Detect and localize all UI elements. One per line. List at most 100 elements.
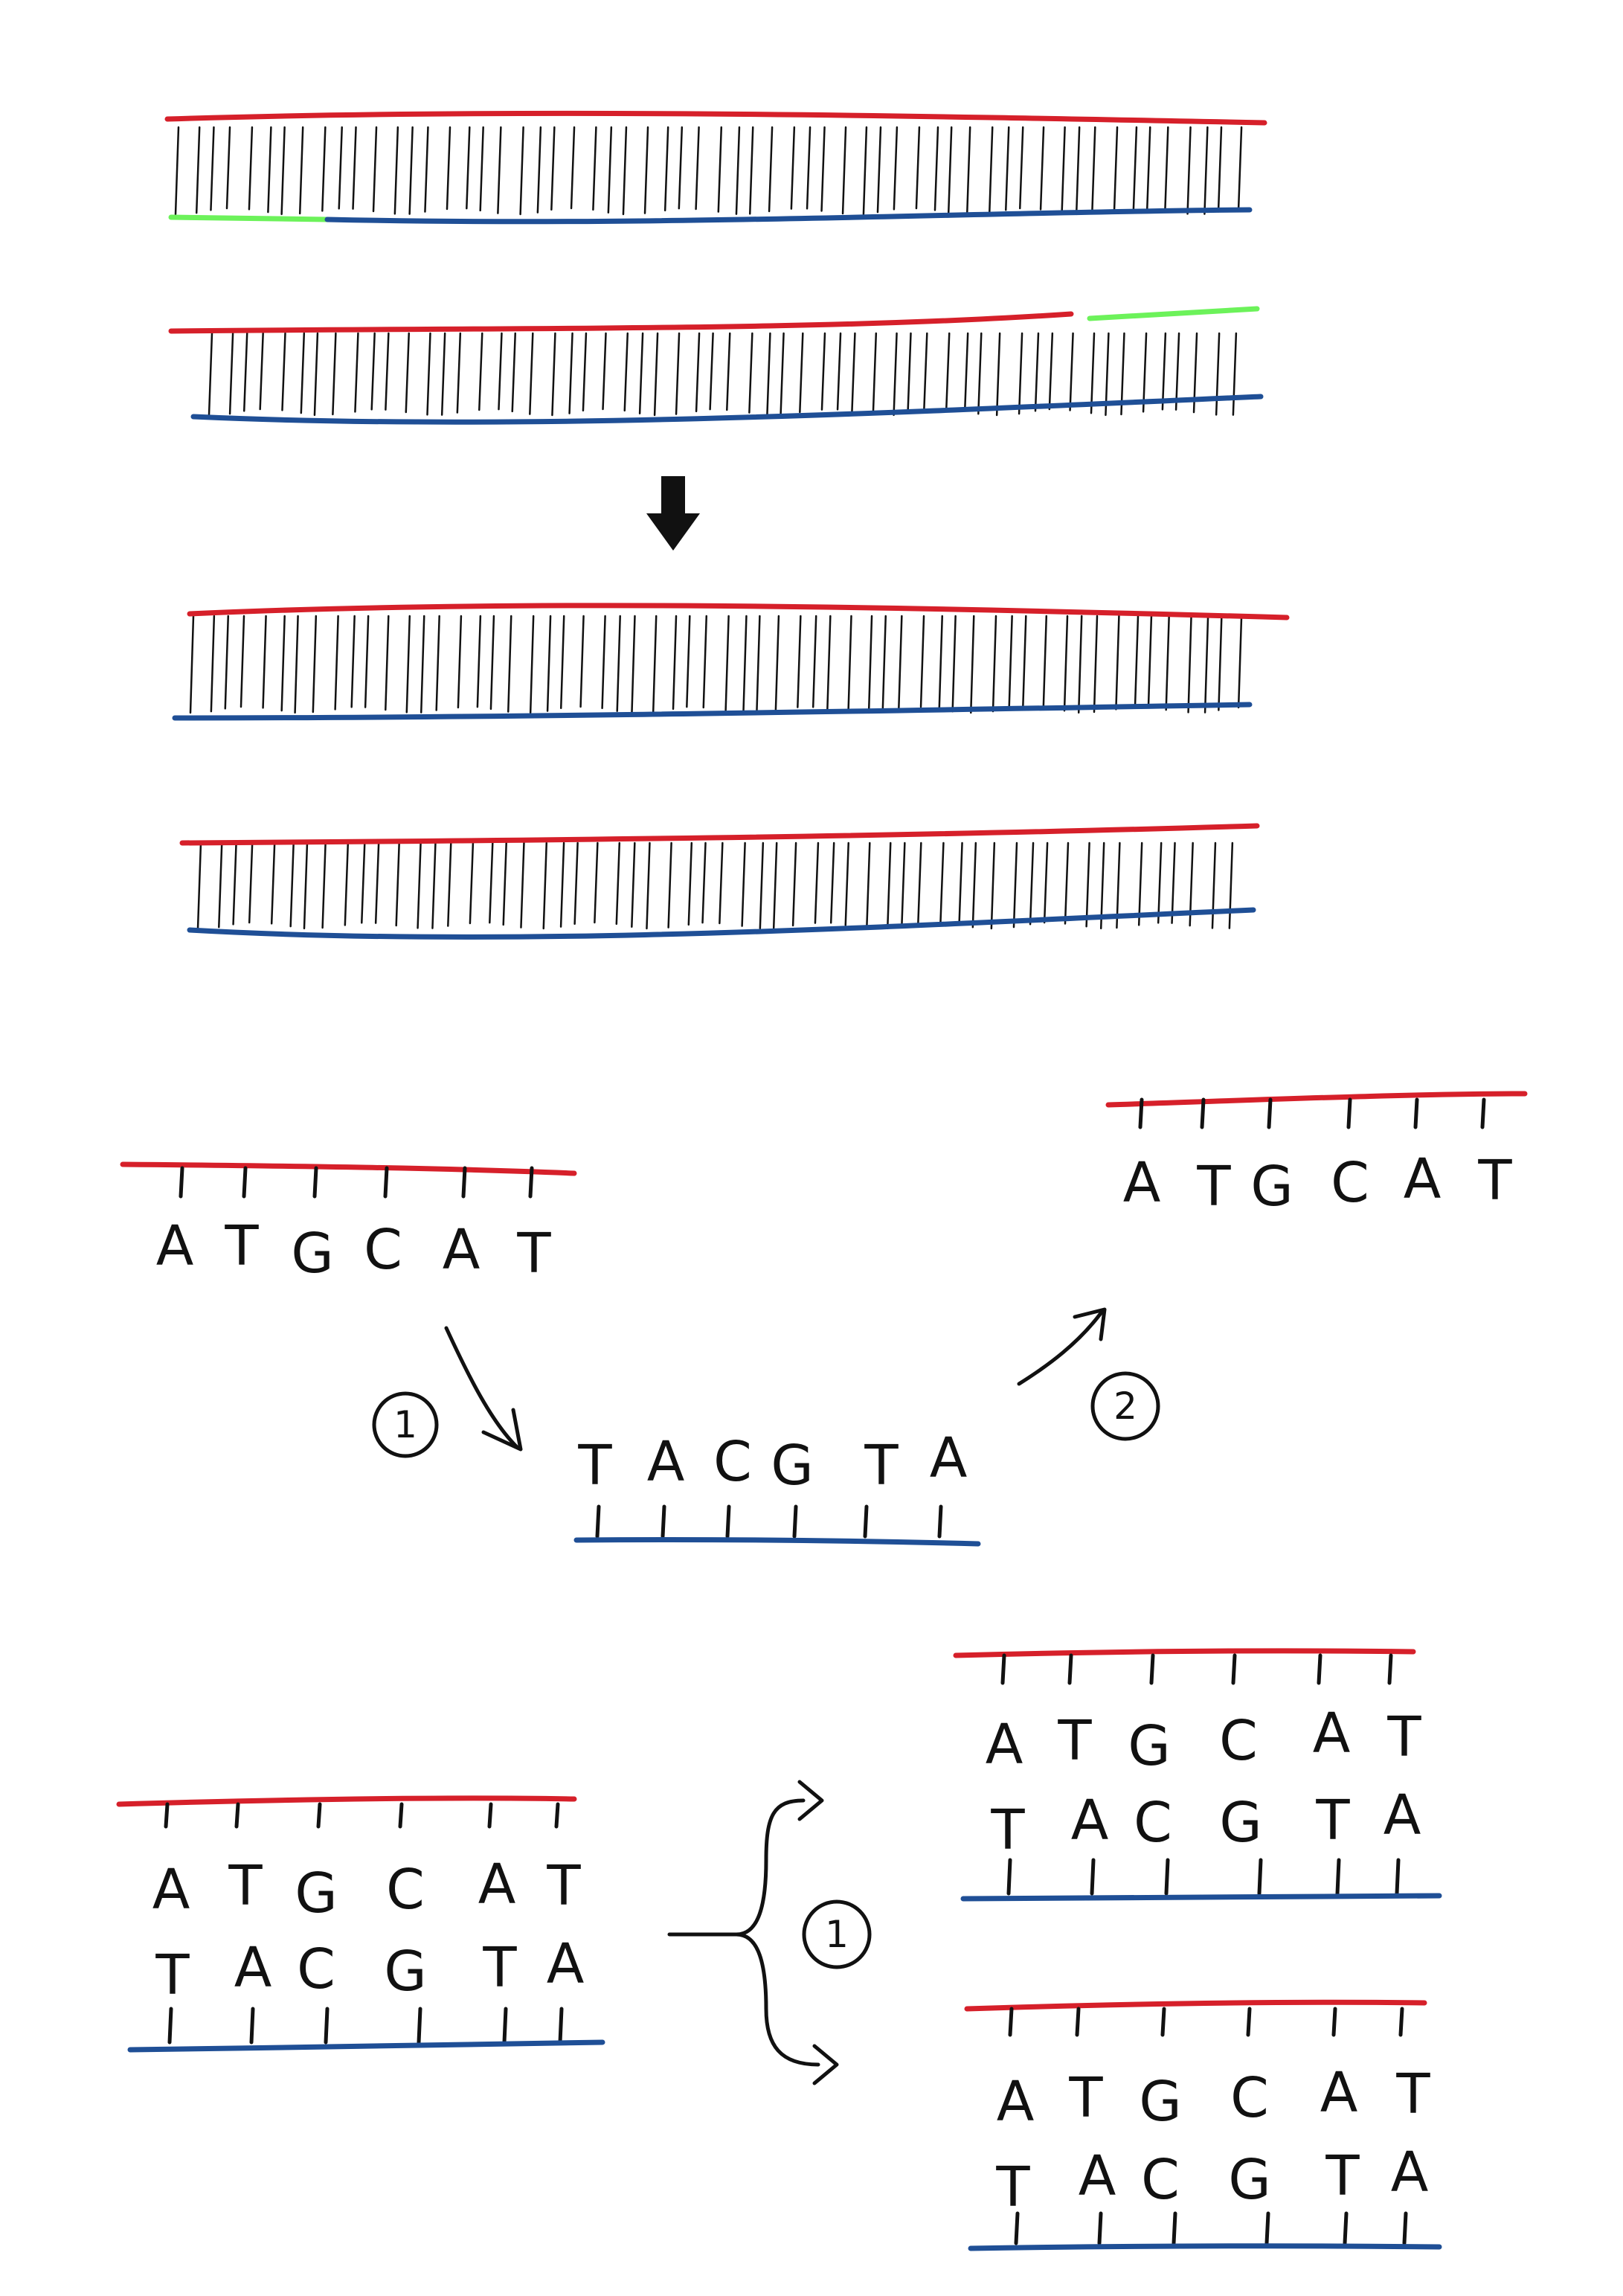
base-tick	[1149, 1653, 1155, 1685]
hydrogen-bond-rung	[702, 615, 708, 709]
hydrogen-bond-rung	[717, 126, 723, 213]
base-tick	[661, 1504, 666, 1539]
hydrogen-bond-rung	[672, 615, 678, 711]
duplex-2-bottom-strand	[190, 394, 1264, 425]
base-tick	[528, 1166, 534, 1199]
base-tick	[595, 1504, 601, 1539]
hydrogen-bond-rung	[719, 841, 724, 925]
base-tick	[324, 2007, 330, 2045]
hydrogen-bond-rung	[988, 126, 994, 214]
hydrogen-bond-rung	[1063, 615, 1069, 712]
daughter-2-top-backbone	[964, 1999, 1427, 2012]
hydrogen-bond-rung	[756, 615, 761, 714]
hydrogen-bond-rung	[965, 126, 971, 216]
copy-base: A	[1404, 1147, 1442, 1211]
hydrogen-bond-rung	[1069, 332, 1074, 411]
daughter-2-bottom-base: T	[995, 2155, 1030, 2219]
base-tick	[1346, 1097, 1352, 1129]
hydrogen-bond-rung	[1091, 126, 1096, 215]
daughter-1-top-base: T	[1386, 1705, 1421, 1769]
hydrogen-bond-rung	[977, 332, 983, 415]
hydrogen-bond-rung	[1165, 615, 1170, 711]
base-tick	[1317, 1653, 1322, 1685]
template-base: A	[156, 1214, 194, 1278]
complement-strand: T A C G T A	[573, 1426, 981, 1547]
hydrogen-bond-rung	[851, 332, 856, 413]
daughter-1-bottom-ticks	[1006, 1858, 1401, 1896]
base-tick	[242, 1166, 248, 1199]
daughter-2-top-ticks	[1008, 2007, 1404, 2037]
daughter-2-top-base: G	[1139, 2070, 1181, 2134]
hydrogen-bond-rung	[748, 332, 753, 414]
daughter-1-bottom-base: G	[1219, 1791, 1262, 1855]
hydrogen-bond-rung	[361, 841, 366, 924]
base-tick	[461, 1166, 467, 1199]
hydrogen-bond-rung	[1217, 126, 1223, 213]
base-tick	[1398, 2007, 1404, 2037]
hydrogen-bond-rung	[901, 841, 906, 928]
base-tick	[937, 1504, 943, 1539]
hydrogen-bond-rung	[489, 615, 495, 711]
base-tick	[1200, 1097, 1206, 1129]
hydrogen-bond-rung	[259, 332, 264, 411]
hydrogen-bond-rung	[820, 332, 826, 411]
parent-top-ticks	[164, 1802, 560, 1829]
base-tick	[1006, 1858, 1012, 1896]
hydrogen-bond-rung	[270, 841, 276, 925]
hydrogen-bond-rung	[893, 332, 898, 417]
hydrogen-bond-rung	[520, 841, 525, 929]
complement-base: C	[713, 1430, 752, 1494]
hydrogen-bond-rung	[489, 841, 494, 924]
hydrogen-bond-rung	[663, 126, 669, 212]
base-tick	[863, 1504, 869, 1539]
daughter-2-bottom-base: G	[1228, 2148, 1270, 2212]
hydrogen-bond-rung	[344, 841, 350, 926]
hydrogen-bond-rung	[1061, 126, 1066, 214]
hydrogen-bond-rung	[667, 841, 672, 929]
daughter-1-bottom-base: C	[1134, 1791, 1172, 1855]
complement-base: A	[930, 1426, 968, 1490]
hydrogen-bond-rung	[372, 126, 378, 213]
copy-base: T	[1196, 1155, 1231, 1219]
hydrogen-bond-rung	[242, 332, 248, 412]
duplex-3-top-strand	[187, 603, 1290, 621]
hydrogen-bond-rung	[321, 126, 327, 212]
copy-ticks	[1138, 1097, 1486, 1129]
hydrogen-bond-rung	[701, 841, 707, 924]
hydrogen-bond-rung	[393, 126, 399, 215]
thick-down-arrow-icon	[646, 476, 700, 551]
hydrogen-bond-rung	[963, 332, 969, 412]
hydrogen-bond-rung	[1203, 615, 1209, 714]
base-tick	[1343, 2211, 1349, 2245]
hydrogen-bond-rung	[933, 126, 939, 211]
base-tick	[1480, 1097, 1486, 1129]
parent-top-base: A	[152, 1858, 190, 1922]
hydrogen-bond-rung	[298, 126, 304, 215]
hydrogen-bond-rung	[847, 615, 852, 714]
daughter-1-top-ticks	[1000, 1653, 1393, 1685]
duplex-1	[164, 110, 1267, 225]
hydrogen-bond-rung	[841, 126, 847, 215]
hydrogen-bond-rung	[408, 126, 414, 215]
parent-bottom-base: A	[547, 1932, 585, 1996]
hydrogen-bond-rung	[579, 615, 585, 708]
base-tick	[1231, 1653, 1237, 1685]
complement-backbone	[573, 1536, 981, 1547]
hydrogen-bond-rung	[780, 332, 785, 416]
hydrogen-bond-rung	[631, 841, 636, 928]
hydrogen-bond-rung	[970, 615, 975, 714]
step-2-marker: 2	[1090, 1371, 1160, 1441]
base-tick	[234, 1802, 240, 1829]
hydrogen-bond-rung	[1029, 841, 1035, 926]
hydrogen-bond-rung	[1077, 615, 1083, 714]
template-backbone	[120, 1161, 577, 1176]
hydrogen-bond-rung	[570, 126, 576, 210]
hydrogen-bond-rung	[917, 841, 922, 925]
daughter-2-bottom-base: T	[1325, 2144, 1360, 2208]
daughter-2-bottom-base: A	[1391, 2141, 1429, 2204]
hydrogen-bond-rung	[631, 615, 636, 714]
hydrogen-bond-rung	[601, 615, 606, 710]
hydrogen-bond-rung	[607, 126, 613, 214]
hydrogen-bond-rung	[947, 126, 953, 214]
base-tick	[502, 2007, 508, 2045]
